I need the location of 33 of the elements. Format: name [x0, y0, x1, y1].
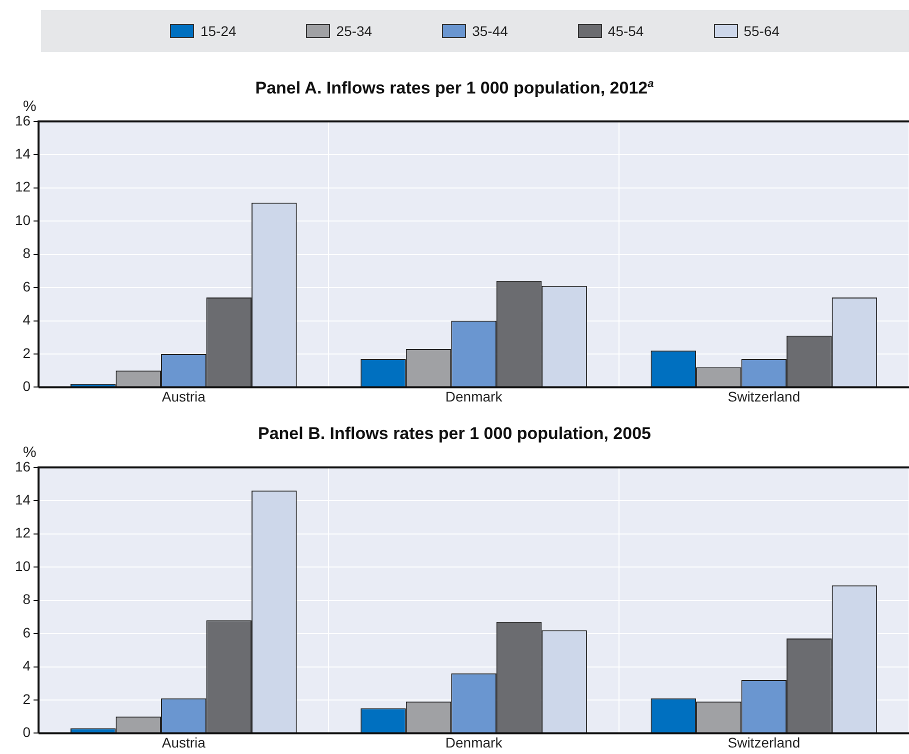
x-tick-label: Denmark [445, 388, 504, 404]
legend-label: 35-44 [472, 23, 508, 39]
y-tick-label: 16 [14, 112, 31, 128]
y-tick-label: 4 [22, 658, 31, 674]
legend-label: 55-64 [744, 23, 780, 39]
y-tick-label: 14 [14, 145, 31, 162]
y-tick-label: 4 [22, 312, 31, 328]
y-tick-label: 2 [22, 690, 31, 707]
y-tick-label: 2 [22, 344, 31, 361]
chart-title: Panel B. Inflows rates per 1 000 population, 2005 [256, 424, 652, 444]
y-tick-label: 10 [14, 212, 31, 228]
y-tick-label: 0 [22, 724, 31, 740]
y-tick-label: 14 [14, 491, 31, 508]
legend-label: 45-54 [608, 23, 644, 39]
y-tick-label: 0 [22, 378, 31, 394]
y-tick-label: 6 [22, 624, 31, 640]
y-tick-label: 12 [14, 524, 31, 541]
legend-label: 15-24 [200, 23, 236, 39]
y-tick-label: 12 [14, 178, 31, 195]
x-tick-label: Switzerland [728, 734, 800, 750]
y-tick-label: 8 [22, 245, 31, 262]
y-axis-title: % [23, 98, 36, 115]
y-tick-label: 10 [14, 558, 31, 574]
y-tick-label: 6 [22, 278, 31, 294]
x-tick-label: Austria [162, 388, 206, 404]
y-axis-title: % [23, 444, 36, 461]
y-tick-label: 8 [22, 591, 31, 608]
legend-label: 25-34 [336, 23, 372, 39]
x-tick-label: Austria [162, 734, 206, 750]
x-tick-label: Switzerland [728, 388, 800, 404]
x-tick-label: Denmark [445, 734, 504, 750]
chart-title: Panel A. Inflows rates per 1 000 population, 2012$^{a}$ [254, 78, 655, 99]
y-tick-label: 16 [14, 458, 31, 474]
